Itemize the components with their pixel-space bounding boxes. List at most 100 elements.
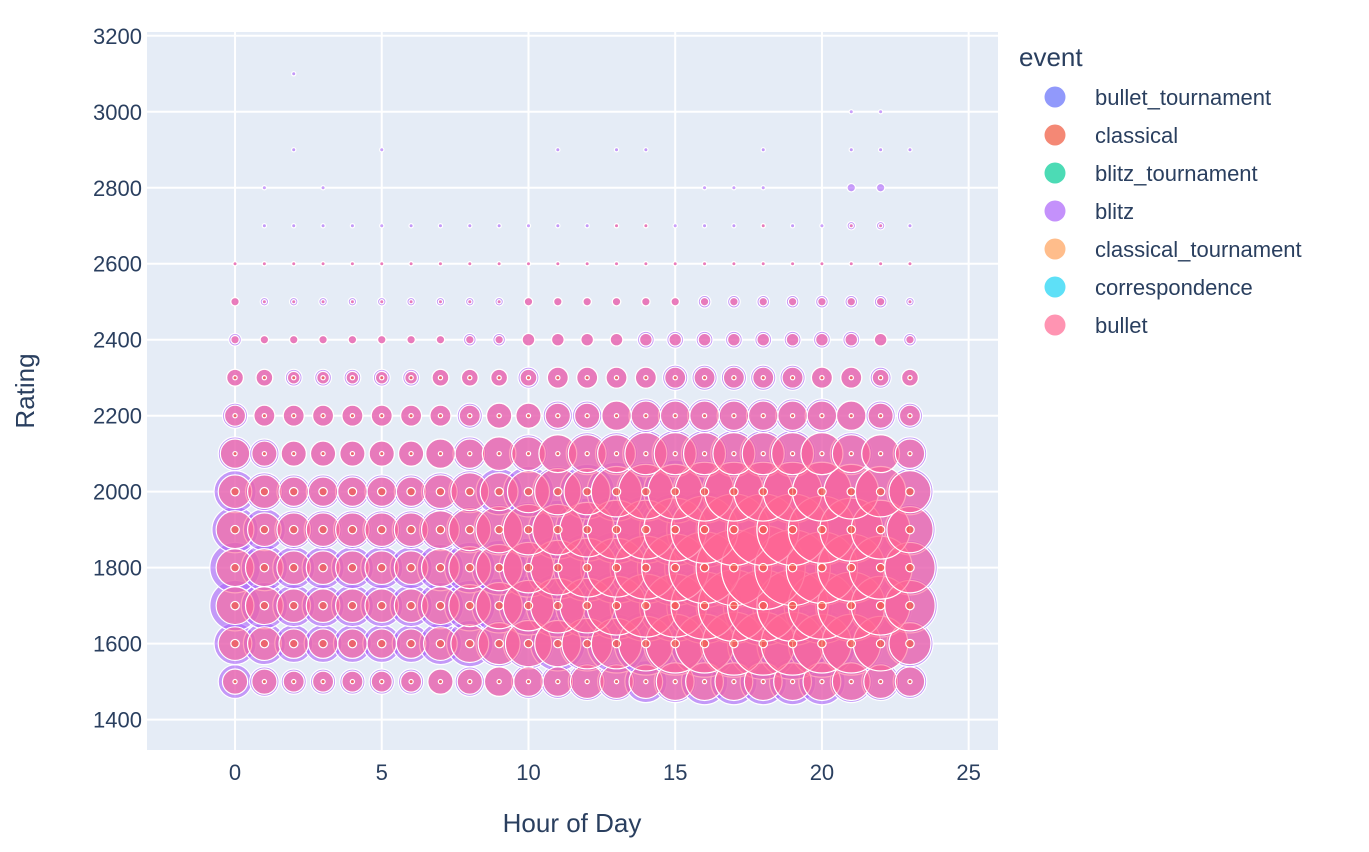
bubble-bullet-14-2600 [643,261,649,267]
bubble-bullet-17-2400 [726,332,741,347]
legend-marker-bullet_tournament[interactable] [1044,86,1066,108]
bubble-classical-5-2000 [376,486,387,497]
bubble-classical-20-1500 [819,678,825,685]
bubble-classical-18-2100 [760,450,766,457]
legend-label-correspondence[interactable]: correspondence [1095,275,1253,300]
bubble-blitz-21-3000 [848,109,854,115]
bubble-bullet-9-2600 [496,261,502,267]
y-tick-label: 3000 [93,100,142,125]
bubble-classical-22-1600 [875,638,886,649]
bubble-classical-23-2100 [907,450,913,457]
bubble-classical-5-2200 [379,412,385,419]
bubble-classical-5-1900 [376,524,387,535]
bubble-bullet-11-2500 [553,296,563,307]
bubble-classical-13-1700 [611,600,622,611]
bubble-classical-14-2300 [643,375,649,381]
bubble-classical-5-1800 [376,562,387,573]
bubble-classical-9-1500 [496,678,502,685]
bubble-bullet-13-2700 [613,223,620,229]
bubble-classical-10-2200 [525,412,532,419]
bubble-classical-0-1900 [230,524,240,535]
bubble-classical-9-2100 [496,450,502,457]
bubble-classical-11-1800 [553,562,563,573]
bubble-classical-12-2100 [584,450,590,457]
bubble-blitz-22-3000 [877,109,884,115]
bubble-classical-13-1900 [611,524,622,535]
bubble-bullet-23-2500 [907,299,913,305]
legend-marker-blitz[interactable] [1044,200,1066,222]
legend-label-blitz[interactable]: blitz [1095,199,1134,224]
bubble-classical-8-1600 [464,638,475,649]
bubble-classical-22-2100 [877,450,884,457]
bubble-layer [209,71,938,706]
bubble-classical-13-2000 [611,486,622,497]
y-tick-label: 3200 [93,24,142,49]
bubble-blitz-22-2900 [877,147,884,153]
bubble-classical-10-1600 [523,638,534,649]
bubble-classical-23-1900 [905,524,915,535]
bubble-classical-1-1800 [259,562,270,573]
bubble-blitz-18-2900 [760,147,766,153]
bubble-classical-20-2000 [817,486,827,497]
bubble-classical-15-2300 [672,375,678,381]
bubble-classical-22-1500 [877,678,884,685]
x-tick-labels: 0 5 10 15 20 25 [229,760,981,785]
bubble-classical-1-1500 [261,678,268,685]
bubble-bullet-21-2700 [848,223,854,229]
legend-label-classical[interactable]: classical [1095,123,1178,148]
legend-label-bullet_tournament[interactable]: bullet_tournament [1095,85,1271,110]
bubble-bullet-23-2400 [905,334,915,345]
bubble-classical-8-1700 [464,600,475,611]
bubble-bullet-4-2600 [349,261,356,267]
bubble-classical-17-1500 [731,678,737,685]
bubble-classical-5-1700 [376,600,387,611]
bubble-classical-11-2200 [555,412,561,419]
legend-marker-blitz_tournament[interactable] [1044,162,1066,184]
bubble-classical-21-1500 [848,678,854,685]
bubble-bullet-21-2600 [848,261,854,267]
bubble-classical-13-1500 [613,678,620,685]
bubble-bullet-5-2400 [376,334,387,345]
bubble-classical-1-1700 [259,600,270,611]
bubble-classical-19-2300 [789,375,796,381]
bubble-classical-15-1700 [670,600,681,611]
bubble-classical-21-1700 [846,600,857,611]
bubble-blitz-17-2800 [731,185,737,191]
bubble-classical-0-1800 [230,562,240,573]
legend-marker-classical[interactable] [1044,124,1066,146]
bubble-blitz-9-2700 [496,223,502,229]
bubble-classical-12-1900 [582,524,592,535]
legend: event bullet_tournament classical blitz_to… [1019,42,1302,338]
legend-marker-correspondence[interactable] [1044,276,1066,298]
legend-marker-bullet[interactable] [1044,314,1066,336]
bubble-bullet-22-2500 [875,296,886,307]
bubble-classical-12-2200 [584,412,590,419]
bubble-bullet-7-2500 [437,299,444,305]
bubble-bullet-14-2700 [643,223,649,229]
bubble-classical-6-2000 [406,486,416,497]
bubble-classical-14-2000 [641,486,651,497]
bubble-classical-18-1600 [758,638,769,649]
legend-label-bullet[interactable]: bullet [1095,313,1148,338]
legend-label-blitz_tournament[interactable]: blitz_tournament [1095,161,1258,186]
bubble-classical-20-1900 [817,524,827,535]
legend-marker-classical_tournament[interactable] [1044,238,1066,260]
bubble-classical-14-1600 [641,638,651,649]
bubble-blitz-11-2700 [555,223,561,229]
bubble-classical-10-1700 [523,600,534,611]
bubble-bullet-6-2600 [408,261,414,267]
bubble-classical-17-1600 [729,638,739,649]
y-tick-label: 1800 [93,556,142,581]
bubble-classical-7-1600 [435,638,446,649]
bubble-classical-8-2100 [467,450,473,457]
bubble-classical-12-1600 [582,638,592,649]
bubble-classical-15-1900 [670,524,681,535]
x-tick-label: 5 [376,760,388,785]
bubble-classical-2-2200 [291,412,297,419]
bubble-classical-1-1600 [259,638,270,649]
bubble-classical-5-1500 [379,678,385,685]
legend-label-classical_tournament[interactable]: classical_tournament [1095,237,1302,262]
bubble-classical-15-2200 [672,412,678,419]
bubble-classical-4-2300 [349,375,356,381]
